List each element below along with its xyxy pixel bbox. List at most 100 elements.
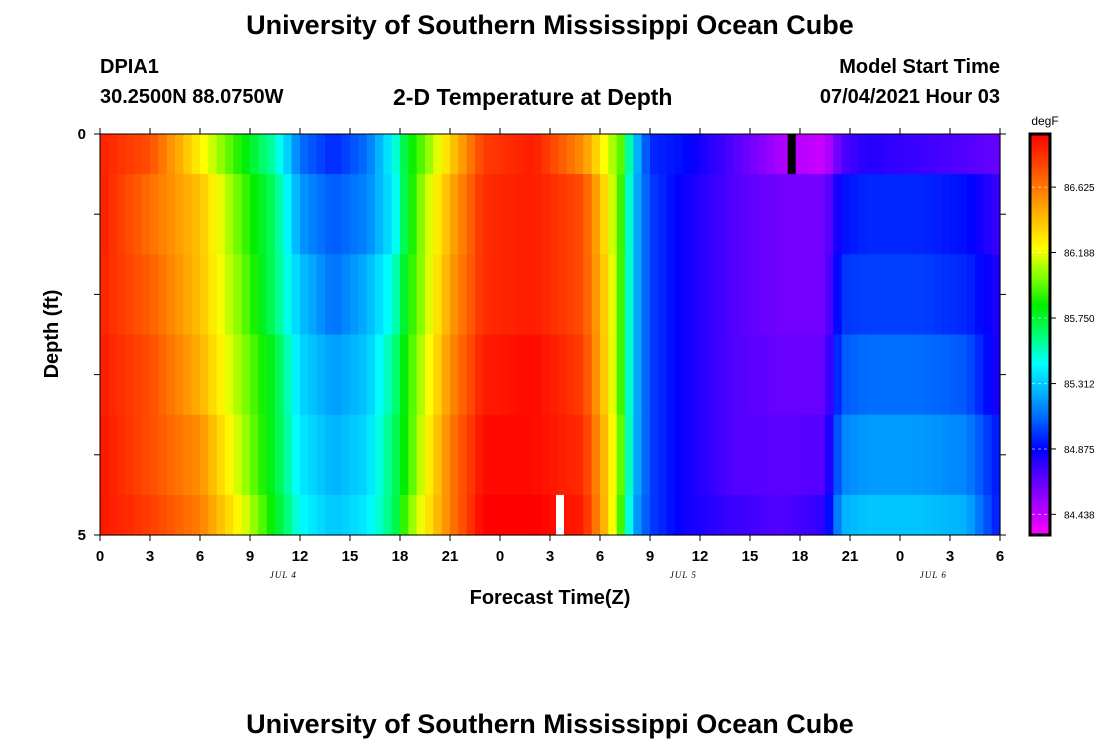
heatmap-cell (650, 134, 659, 175)
heatmap-cell (100, 134, 109, 175)
heatmap-cell (183, 134, 193, 175)
heatmap-cell (825, 174, 834, 255)
heatmap-cell (416, 334, 426, 416)
heatmap-cell (475, 134, 484, 175)
heatmap-cell (741, 494, 751, 536)
heatmap-cells (100, 134, 1001, 536)
heatmap-cell (500, 174, 509, 255)
heatmap-cell (908, 414, 918, 496)
chart-subtitle: 2-D Temperature at Depth (393, 84, 673, 110)
heatmap-cell (400, 334, 409, 416)
heatmap-cell (308, 134, 318, 175)
heatmap-cell (583, 334, 593, 416)
heatmap-cell (491, 174, 501, 255)
heatmap-cell (350, 494, 359, 536)
heatmap-cell (783, 174, 793, 255)
heatmap-cell (991, 174, 1001, 255)
heatmap-cell (258, 334, 268, 416)
heatmap-cell (158, 494, 168, 536)
heatmap-cell (425, 134, 434, 175)
heatmap-cell (450, 494, 459, 536)
heatmap-cell (975, 254, 984, 336)
heatmap-cell (391, 334, 401, 416)
heatmap-cell (133, 174, 143, 255)
heatmap-cell (216, 134, 226, 175)
heatmap-cell (650, 174, 659, 255)
heatmap-cell (241, 134, 251, 175)
heatmap-cell (758, 254, 768, 336)
heatmap-cell (425, 174, 434, 255)
heatmap-cell (466, 414, 476, 496)
heatmap-cell (633, 334, 643, 416)
heatmap-cell (175, 414, 184, 496)
heatmap-cell (833, 414, 843, 496)
heatmap-cell (983, 174, 993, 255)
heatmap-cell (733, 254, 743, 336)
heatmap-cell (391, 174, 401, 255)
heatmap-cell (933, 174, 943, 255)
heatmap-cell (975, 414, 984, 496)
heatmap-cell (733, 494, 743, 536)
heatmap-cell (566, 334, 576, 416)
heatmap-cell (100, 334, 109, 416)
heatmap-cell (433, 334, 443, 416)
heatmap-cell (858, 174, 868, 255)
heatmap-cell (916, 174, 926, 255)
heatmap-cell (216, 334, 226, 416)
heatmap-cell (975, 174, 984, 255)
heatmap-cell (300, 414, 309, 496)
heatmap-cell (608, 174, 618, 255)
x-tick-label: 12 (692, 548, 709, 565)
heatmap-cell (908, 494, 918, 536)
heatmap-cell (975, 494, 984, 536)
heatmap-cell (308, 494, 318, 536)
heatmap-cell (758, 494, 768, 536)
heatmap-cell (266, 414, 276, 496)
heatmap-cell (525, 414, 534, 496)
heatmap-cell (325, 174, 334, 255)
heatmap-cell (258, 414, 268, 496)
x-tick-label: 6 (596, 548, 604, 565)
heatmap-cell (433, 174, 443, 255)
heatmap-cell (333, 174, 343, 255)
heatmap-cell (708, 414, 718, 496)
heatmap-cell (200, 494, 209, 536)
heatmap-cell (791, 414, 801, 496)
heatmap-cell (275, 254, 284, 336)
x-tick-label: 3 (946, 548, 954, 565)
heatmap-cell (808, 134, 818, 175)
heatmap-cell (608, 334, 618, 416)
heatmap-cell (191, 174, 201, 255)
heatmap-cell (566, 254, 576, 336)
heatmap-cell (716, 174, 726, 255)
x-tick-label: 6 (996, 548, 1004, 565)
heatmap-cell (375, 134, 384, 175)
heatmap-cell (450, 174, 459, 255)
heatmap-cell (575, 134, 584, 175)
heatmap-cell (108, 174, 118, 255)
heatmap-cell (991, 254, 1001, 336)
heatmap-cell (158, 414, 168, 496)
heatmap-cell (958, 174, 968, 255)
heatmap-cell (566, 414, 576, 496)
heatmap-cell (666, 334, 676, 416)
heatmap-cell (500, 254, 509, 336)
heatmap-cell (258, 174, 268, 255)
heatmap-cell (950, 494, 959, 536)
heatmap-cell (608, 494, 618, 536)
heatmap-cell (616, 494, 626, 536)
heatmap-cell (350, 174, 359, 255)
heatmap-cell (858, 134, 868, 175)
heatmap-cell (500, 414, 509, 496)
heatmap-cell (875, 414, 884, 496)
heatmap-cell (925, 494, 934, 536)
heatmap-cell (875, 494, 884, 536)
heatmap-cell (433, 494, 443, 536)
heatmap-cell (450, 334, 459, 416)
heatmap-cell (491, 134, 501, 175)
heatmap-cell (633, 174, 643, 255)
heatmap-cell (133, 334, 143, 416)
heatmap-cell (975, 134, 984, 175)
x-tick-label: 12 (292, 548, 309, 565)
heatmap-cell (408, 254, 418, 336)
